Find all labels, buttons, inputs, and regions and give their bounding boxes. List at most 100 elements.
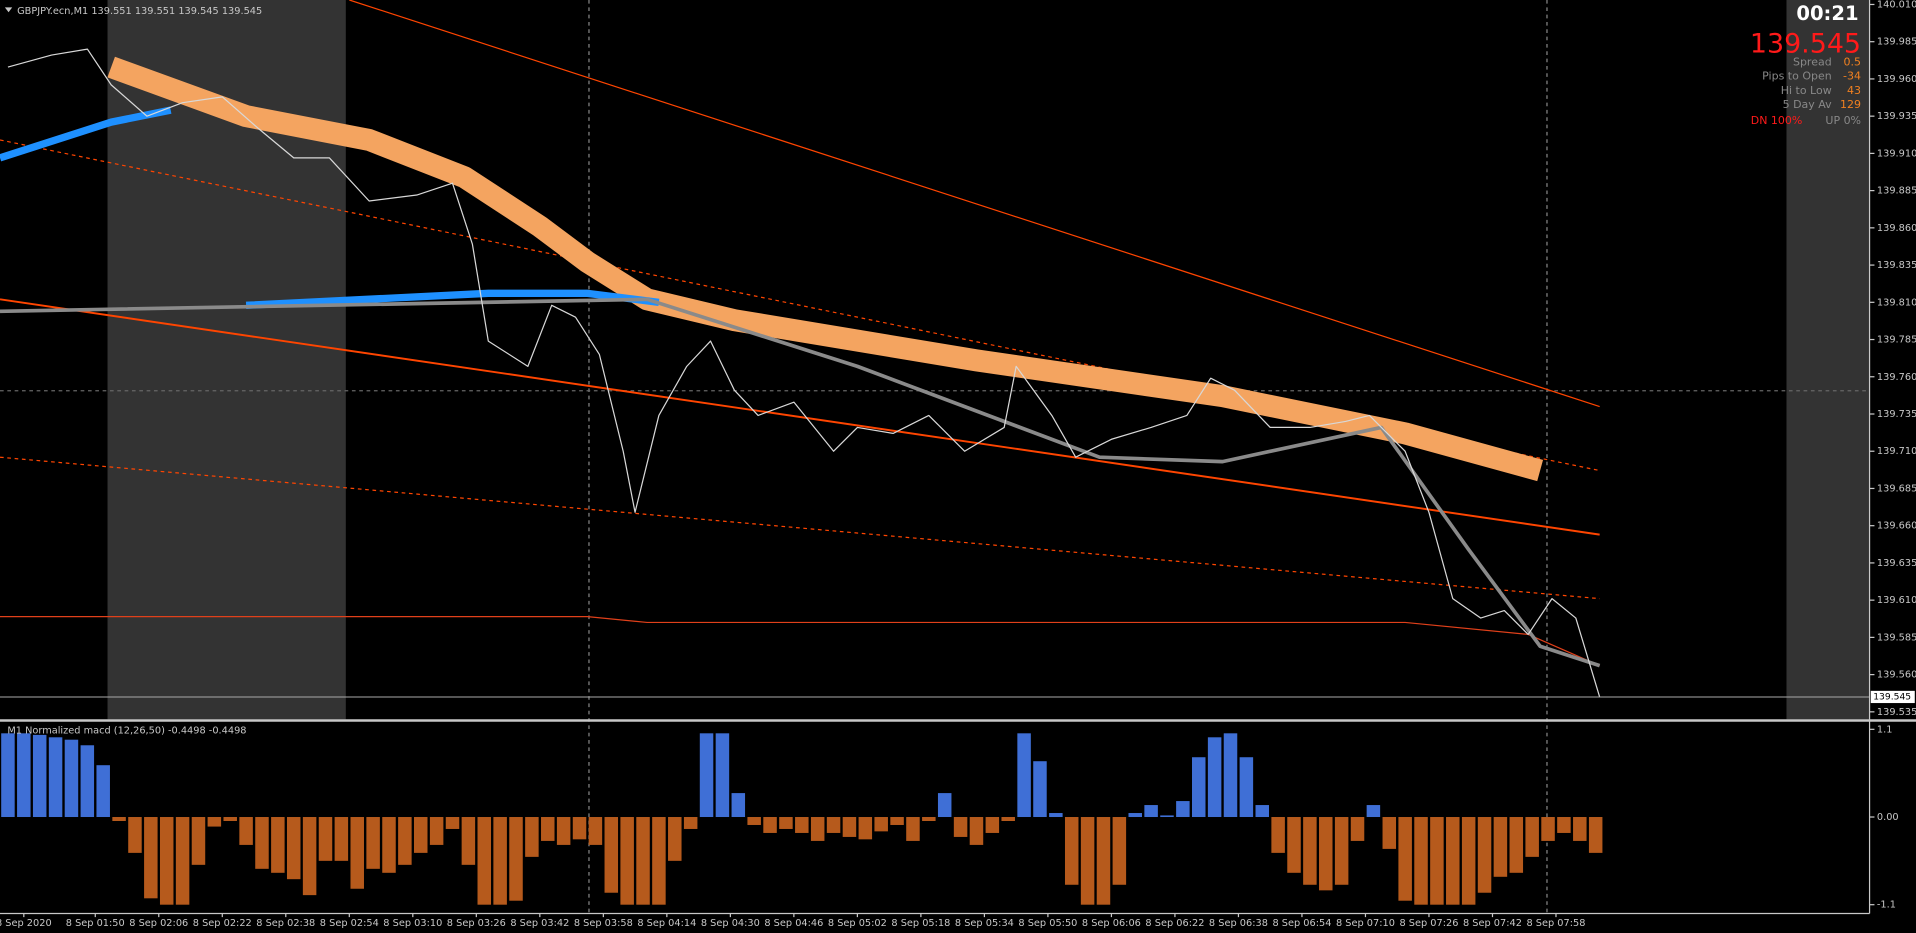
y-tick-label: 1.1 — [1877, 724, 1893, 735]
histogram-bar — [541, 817, 555, 841]
x-tick-label: 8 Sep 05:18 — [891, 918, 950, 929]
histogram-bar — [159, 817, 174, 905]
info-panel: Spread 0.5 Pips to Open -34 Hi to Low 43 5 Day… — [1762, 55, 1861, 111]
histogram-bar — [985, 817, 1000, 833]
histogram-bar — [144, 817, 158, 899]
x-tick-label: 8 Sep 03:42 — [510, 918, 569, 929]
histogram-bar — [1446, 817, 1460, 905]
histogram-bar — [731, 793, 746, 818]
x-tick-label: 8 Sep 04:46 — [764, 918, 823, 929]
info-value: -34 — [1843, 70, 1861, 83]
histogram-bar — [969, 817, 984, 845]
histogram-bar — [1414, 817, 1428, 905]
y-tick-label: 139.660 — [1877, 521, 1916, 532]
histogram-bar — [922, 817, 936, 821]
histogram-bar — [858, 817, 873, 840]
histogram-bar — [1398, 817, 1412, 901]
y-tick-label: 139.710 — [1877, 446, 1916, 457]
histogram-bar — [1588, 817, 1603, 853]
y-tick-label: -1.1 — [1877, 900, 1896, 911]
y-tick-label: 139.760 — [1877, 372, 1916, 383]
histogram-bar — [509, 817, 523, 901]
x-tick-label: 8 Sep 07:58 — [1526, 918, 1585, 929]
y-tick-label: 139.935 — [1877, 111, 1916, 122]
histogram-bar — [1160, 815, 1174, 818]
histogram-bar — [1144, 805, 1158, 818]
histogram-bar — [1350, 817, 1365, 841]
x-tick-label: 8 Sep 03:10 — [383, 918, 442, 929]
histogram-bar — [1477, 817, 1492, 893]
menu-arrow[interactable] — [4, 7, 13, 13]
histogram-bar — [556, 817, 571, 845]
y-tick-label: 139.810 — [1877, 297, 1916, 308]
histogram-bar — [588, 817, 603, 845]
y-tick-label: 139.535 — [1877, 707, 1916, 718]
x-tick-label: 8 Sep 06:54 — [1272, 918, 1331, 929]
histogram-bar — [1430, 817, 1444, 905]
histogram-bar — [1573, 817, 1587, 841]
indicator-title: M1 Normalized macd (12,26,50) -0.4498 -0… — [7, 725, 246, 736]
x-tick-label: 8 Sep 04:30 — [701, 918, 760, 929]
direction-up: UP 0% — [1825, 114, 1861, 127]
histogram-bar — [636, 817, 650, 905]
histogram-bar — [366, 817, 380, 869]
histogram-bar — [1112, 817, 1127, 885]
direction-down: DN 100% — [1751, 114, 1803, 127]
x-tick-label: 8 Sep 04:14 — [637, 918, 696, 929]
histogram-bar — [223, 817, 237, 821]
histogram-bar — [64, 739, 79, 818]
info-value: 129 — [1840, 98, 1861, 111]
histogram-bar — [1096, 817, 1111, 905]
x-tick-label: 8 Sep 03:26 — [447, 918, 506, 929]
histogram-bar — [32, 734, 47, 818]
histogram-bar — [1319, 817, 1333, 891]
histogram-bar — [715, 733, 730, 818]
histogram-bar — [302, 817, 317, 896]
x-tick-label: 8 Sep 02:38 — [256, 918, 315, 929]
series-line — [0, 139, 1600, 472]
series-line — [0, 298, 1600, 536]
histogram-bar — [1, 733, 15, 818]
histogram-bar — [890, 817, 904, 825]
x-tick-label: 8 Sep 01:50 — [66, 918, 125, 929]
info-value: 43 — [1847, 84, 1861, 97]
histogram-bar — [779, 817, 793, 829]
histogram-bar — [1557, 817, 1571, 833]
histogram-bar — [604, 817, 619, 893]
histogram-bar — [1271, 817, 1285, 853]
x-tick-label: 8 Sep 07:26 — [1399, 918, 1458, 929]
x-tick-label: 8 Sep 02:54 — [320, 918, 379, 929]
y-tick-label: 139.835 — [1877, 260, 1916, 271]
x-tick-label: 8 Sep 2020 — [0, 918, 52, 929]
info-label: Hi to Low — [1781, 84, 1832, 97]
histogram-bar — [477, 817, 492, 905]
x-tick-label: 8 Sep 05:50 — [1018, 918, 1077, 929]
histogram-bar — [398, 817, 412, 865]
histogram-bar — [668, 817, 682, 861]
histogram-bar — [207, 817, 222, 827]
histogram-bar — [937, 793, 952, 818]
x-tick-label: 8 Sep 05:34 — [955, 918, 1014, 929]
histogram-bar — [1223, 733, 1238, 818]
histogram-bar — [255, 817, 269, 869]
histogram-bar — [191, 817, 206, 865]
y-tick-label: 139.860 — [1877, 223, 1916, 234]
histogram-bar — [318, 817, 333, 861]
histogram-bar — [1001, 817, 1015, 821]
y-tick-label: 139.785 — [1877, 335, 1916, 346]
bar-clock: 00:21 — [1796, 2, 1858, 25]
histogram-bar — [652, 817, 666, 905]
histogram-bar — [826, 817, 841, 833]
histogram-bar — [128, 817, 142, 853]
y-tick-label: 139.910 — [1877, 148, 1916, 159]
bid-price: 139.545 — [1750, 29, 1861, 60]
histogram-bar — [1080, 817, 1095, 905]
histogram-bar — [1191, 757, 1206, 818]
series-line — [0, 297, 1601, 668]
histogram-bar — [1176, 801, 1190, 818]
y-tick-label: 139.560 — [1877, 670, 1916, 681]
y-tick-label: 139.735 — [1877, 409, 1916, 420]
histogram-bar — [874, 817, 888, 832]
